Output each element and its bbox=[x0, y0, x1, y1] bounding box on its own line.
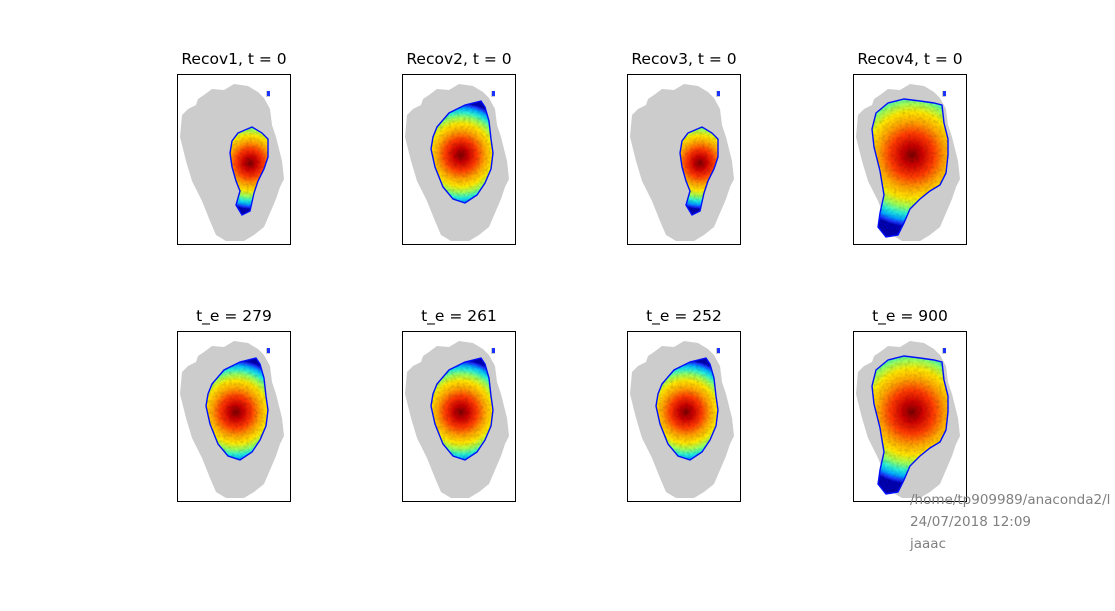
field-texture bbox=[872, 99, 948, 237]
panel-title-3: Recov3, t = 0 bbox=[631, 50, 737, 68]
edge-cell bbox=[267, 348, 270, 353]
map-panel-recov1 bbox=[177, 74, 291, 245]
map-svg bbox=[856, 341, 960, 498]
map-svg bbox=[405, 84, 509, 241]
edge-cell bbox=[492, 91, 495, 96]
panel-title-1: Recov1, t = 0 bbox=[181, 50, 287, 68]
map-panel-recov3 bbox=[627, 74, 741, 245]
edge-cell bbox=[267, 91, 270, 96]
field-texture bbox=[206, 358, 268, 460]
field-texture bbox=[680, 127, 718, 215]
panel-title-5: t_e = 279 bbox=[196, 307, 272, 325]
edge-cell bbox=[943, 91, 946, 96]
footer-datetime: 24/07/2018 12:09 bbox=[910, 514, 1032, 530]
edge-cell bbox=[717, 91, 720, 96]
field-texture bbox=[431, 358, 493, 460]
field-texture bbox=[656, 358, 718, 460]
edge-cell bbox=[492, 348, 495, 353]
panel-title-6: t_e = 261 bbox=[421, 307, 497, 325]
map-panel-te-279 bbox=[177, 331, 291, 502]
field-texture bbox=[431, 101, 493, 203]
field-texture bbox=[230, 127, 268, 215]
map-svg bbox=[856, 84, 960, 241]
map-svg bbox=[630, 84, 734, 241]
panel-title-4: Recov4, t = 0 bbox=[857, 50, 963, 68]
panel-title-2: Recov2, t = 0 bbox=[406, 50, 512, 68]
map-panel-te-252 bbox=[627, 331, 741, 502]
panel-title-7: t_e = 252 bbox=[646, 307, 722, 325]
footer-path: /home/tp909989/anaconda2/l bbox=[910, 492, 1111, 508]
map-svg bbox=[180, 84, 284, 241]
panel-title-8: t_e = 900 bbox=[872, 307, 948, 325]
map-panel-recov4 bbox=[853, 74, 967, 245]
map-panel-recov2 bbox=[402, 74, 516, 245]
edge-cell bbox=[943, 348, 946, 353]
map-panel-te-261 bbox=[402, 331, 516, 502]
map-svg bbox=[630, 341, 734, 498]
map-svg bbox=[405, 341, 509, 498]
field-texture bbox=[872, 356, 948, 494]
map-svg bbox=[180, 341, 284, 498]
map-panel-te-900 bbox=[853, 331, 967, 502]
footer-user: jaaac bbox=[910, 536, 946, 552]
edge-cell bbox=[717, 348, 720, 353]
